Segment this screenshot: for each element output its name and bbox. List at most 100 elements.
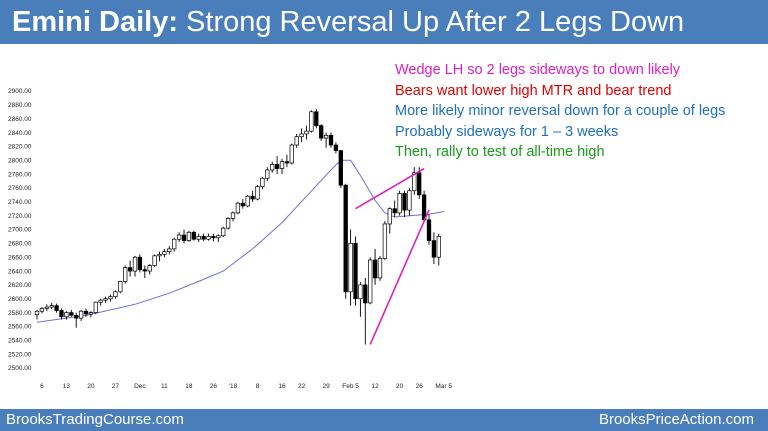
candle: [333, 142, 339, 154]
candle-body-bear: [74, 315, 79, 319]
candle: [167, 246, 172, 255]
candle-body-bear: [274, 164, 280, 169]
x-tick-label: Feb 5: [342, 383, 359, 390]
candle-body-bull: [304, 130, 309, 135]
candle-body-bear: [421, 194, 427, 221]
y-tick-label: 2780.00: [8, 171, 32, 178]
annotation-notes: Wedge LH so 2 legs sideways to down like…: [395, 60, 725, 163]
x-tick-label: Mar 5: [435, 383, 452, 390]
candle-body-bull: [64, 312, 69, 318]
wedge-lines-layer: [355, 167, 430, 345]
candle-body-bull: [147, 265, 152, 272]
candle-body-bull: [397, 193, 402, 214]
candle: [363, 277, 368, 345]
candle: [162, 248, 167, 258]
candle: [407, 187, 412, 216]
candle-body-bull: [260, 177, 265, 187]
y-tick-label: 2520.00: [8, 351, 32, 358]
candle-body-bull: [152, 255, 157, 266]
candle-body-bull: [103, 298, 108, 301]
candle: [103, 296, 108, 303]
y-tick-label: 2820.00: [8, 144, 32, 151]
candle-body-bull: [412, 172, 417, 192]
candle-body-bear: [353, 243, 358, 300]
candle: [289, 143, 294, 165]
candle: [216, 234, 221, 242]
x-tick-label: 22: [298, 383, 306, 390]
candle: [123, 265, 128, 284]
candle-body-bear: [284, 161, 290, 164]
candle-body-bull: [162, 251, 167, 255]
candle-body-bull: [358, 284, 363, 300]
y-tick-label: 2620.00: [8, 282, 32, 289]
candle: [221, 226, 226, 238]
x-axis-labels: 6 13 20 27 Dec 11 18 26 '18 8 16 22 29 Feb 5 12 20 26 Mar…: [40, 383, 452, 390]
candle-body-bull: [294, 136, 299, 146]
x-tick-label: 26: [416, 383, 424, 390]
candle: [230, 211, 236, 222]
y-tick-label: 2660.00: [8, 254, 32, 261]
candle-body-bear: [250, 195, 255, 200]
candle: [74, 312, 79, 328]
candle-body-bull: [368, 259, 373, 304]
candle-body-bear: [417, 172, 422, 196]
y-tick-label: 2880.00: [8, 102, 32, 109]
candle: [372, 248, 378, 285]
candle: [294, 133, 299, 148]
candle: [176, 232, 182, 242]
x-tick-label: 18: [185, 383, 193, 390]
candle: [417, 167, 422, 200]
candle: [211, 233, 216, 242]
candle-body-bear: [426, 219, 432, 241]
title-rest: Strong Reversal Up After 2 Legs Down: [178, 6, 685, 38]
candle-body-bull: [265, 169, 270, 179]
y-tick-label: 2700.00: [8, 227, 32, 234]
candle-body-bull: [98, 299, 103, 303]
candle-body-bear: [319, 125, 324, 139]
x-tick-label: 8: [256, 383, 260, 390]
candle: [157, 251, 162, 262]
candle-body-bear: [240, 202, 245, 207]
candle-body-bull: [348, 243, 353, 293]
candle: [436, 233, 441, 266]
y-tick-label: 2720.00: [8, 213, 32, 220]
candle-body-bear: [83, 310, 89, 315]
x-tick-label: 27: [112, 383, 120, 390]
title-bold: Emini Daily:: [12, 6, 178, 38]
x-tick-label: 26: [210, 383, 218, 390]
candle-body-bull: [299, 133, 304, 138]
candle-body-bull: [108, 296, 113, 300]
candle: [78, 309, 84, 321]
candle: [426, 214, 432, 245]
candle: [353, 236, 358, 306]
wedge-line: [369, 209, 430, 345]
candle: [240, 199, 245, 209]
moving-average-layer: [36, 159, 444, 323]
candle: [127, 260, 133, 277]
candle: [284, 154, 290, 168]
note-line-5: Then, rally to test of all-time high: [395, 144, 605, 160]
candle: [172, 237, 177, 252]
y-tick-label: 2600.00: [8, 296, 32, 303]
x-tick-label: 11: [161, 383, 168, 390]
candle-body-bull: [279, 161, 285, 169]
title-bar: Emini Daily: Strong Reversal Up After 2 …: [0, 0, 768, 44]
y-tick-label: 2640.00: [8, 268, 32, 275]
x-tick-label: 13: [63, 383, 71, 390]
candle-body-bear: [314, 111, 319, 126]
candle-body-bear: [69, 312, 74, 316]
y-tick-label: 2800.00: [8, 157, 32, 164]
note-line-2: Bears want lower high MTR and bear trend: [395, 82, 672, 99]
candle-body-bear: [142, 269, 147, 272]
candle-body-bear: [333, 144, 339, 151]
x-tick-label: 6: [40, 383, 44, 390]
candle-body-bear: [338, 150, 343, 186]
y-tick-label: 2500.00: [8, 365, 32, 372]
candle-body-bull: [387, 208, 392, 225]
candle-body-bull: [113, 291, 118, 298]
candle-body-bear: [363, 284, 368, 304]
candle-body-bull: [78, 310, 84, 319]
candle-body-bear: [201, 236, 206, 240]
candle: [274, 156, 280, 175]
candle-body-bull: [377, 258, 383, 279]
